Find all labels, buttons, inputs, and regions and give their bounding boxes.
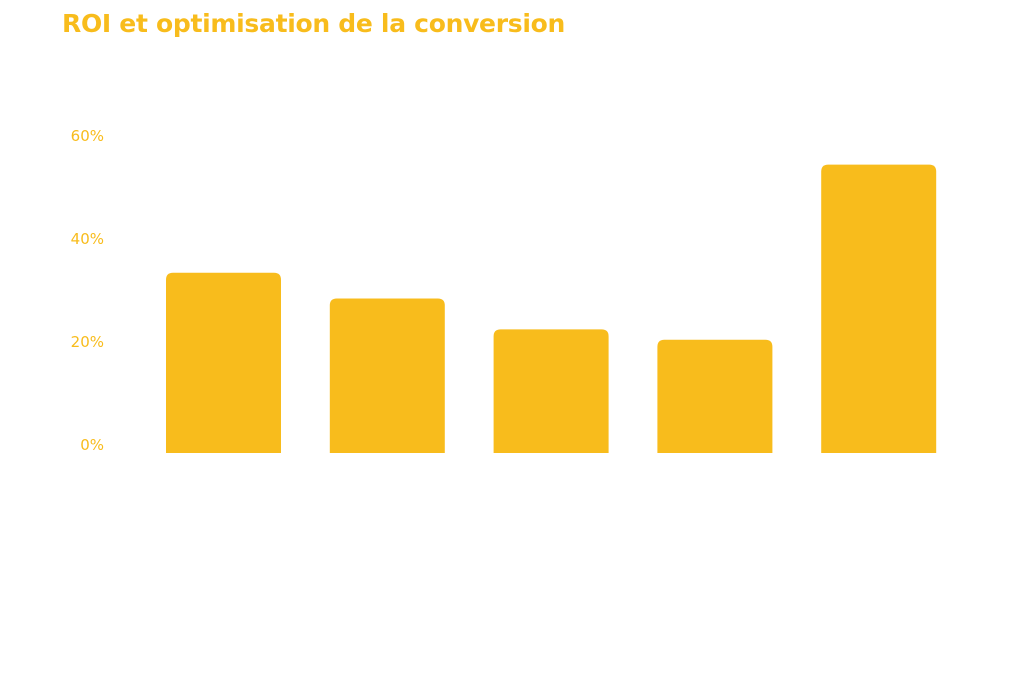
y-tick-label: 40% [71,230,104,248]
y-tick-label: 20% [71,333,104,351]
bar-2 [329,298,445,453]
bar-5 [821,164,937,453]
bar-3 [493,329,609,453]
bars [166,164,937,453]
bar-1 [166,272,281,453]
y-axis: 0% 20% 40% 60% [71,127,104,454]
bar-4 [657,339,773,453]
chart-title: ROI et optimisation de la conversion [62,9,565,38]
y-tick-label: 0% [80,436,104,454]
y-tick-label: 60% [71,127,104,145]
